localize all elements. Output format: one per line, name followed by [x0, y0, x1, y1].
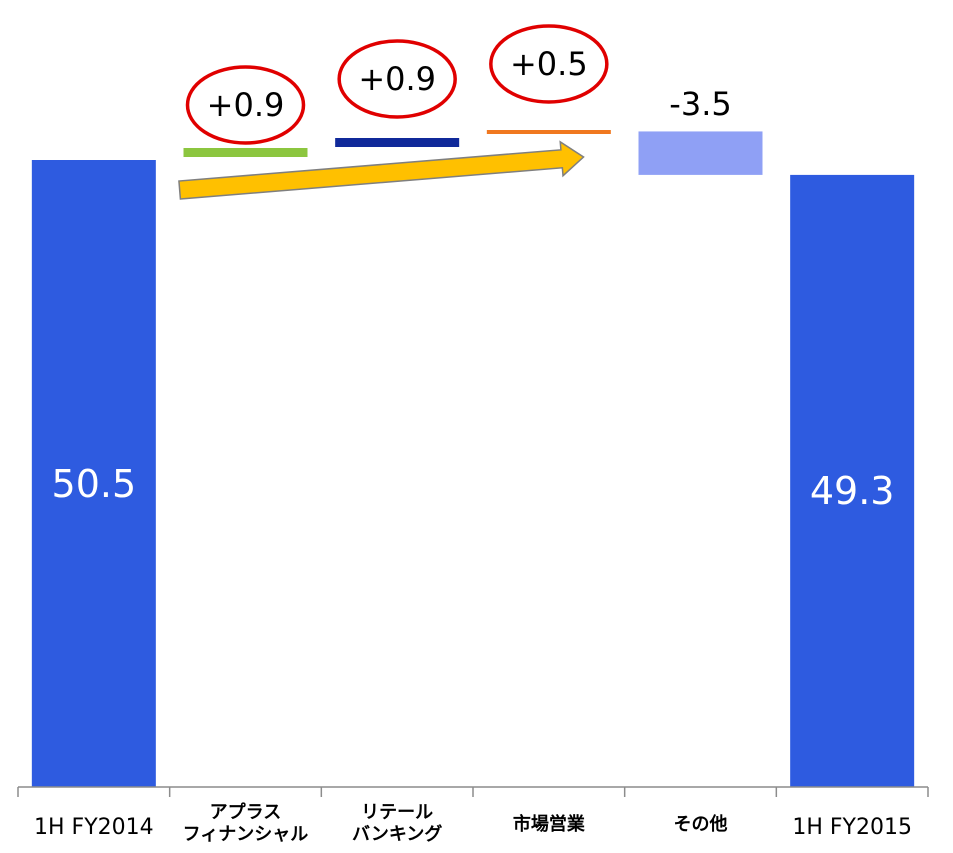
category-label-2: リテールバンキング: [352, 802, 442, 845]
value-label-2: +0.9: [358, 60, 436, 98]
category-label-3: 市場営業: [513, 813, 586, 835]
highlight-circle-3: [489, 24, 609, 104]
bar-3: [486, 130, 611, 134]
value-label-3: +0.5: [510, 45, 588, 83]
bar-0: [31, 160, 156, 787]
category-label-1: アプラスフィナンシャル: [183, 801, 309, 845]
bar-4: [638, 131, 763, 175]
category-label-0: 1H FY2014: [34, 815, 154, 840]
value-label-1: +0.9: [207, 86, 285, 124]
bar-2: [335, 138, 460, 147]
highlight-circle-1: [185, 65, 306, 145]
category-label-4: その他: [674, 813, 728, 835]
bar-5: [790, 174, 915, 787]
highlight-circle-2: [337, 39, 457, 119]
value-label-0: 50.5: [52, 462, 137, 506]
trend-arrow: [178, 140, 585, 200]
bar-1: [183, 148, 308, 157]
value-label-5: 49.3: [810, 469, 895, 513]
category-label-5: 1H FY2015: [792, 815, 912, 840]
value-label-4: -3.5: [669, 85, 731, 123]
